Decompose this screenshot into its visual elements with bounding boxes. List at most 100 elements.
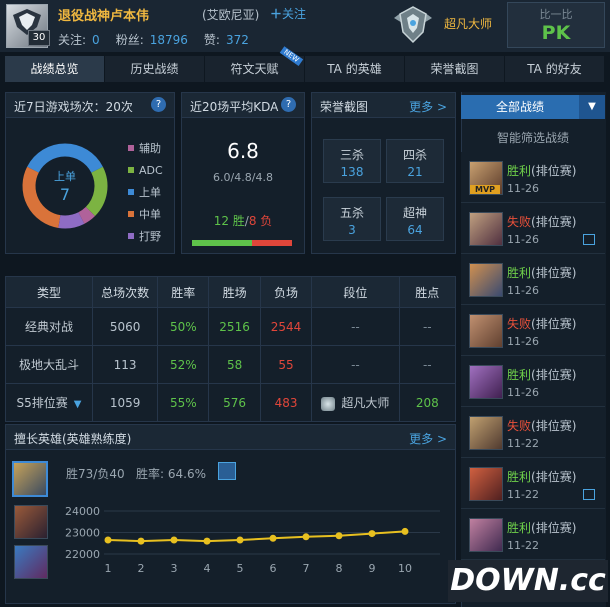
legend-label: 打野: [139, 229, 161, 243]
panel-header: 荣誉截图 更多 >: [312, 93, 455, 118]
honor-value: 138: [340, 165, 364, 179]
legend-swatch: [128, 167, 134, 173]
stat-label: 赞:: [203, 33, 220, 47]
x-tick-label: 9: [369, 562, 376, 575]
legend-label: 中单: [139, 208, 161, 221]
column-header: 段位: [311, 276, 400, 308]
match-item[interactable]: 胜利(排位赛) 11-22: [461, 458, 605, 509]
match-item[interactable]: 胜利(排位赛) 11-26: [461, 356, 605, 407]
cell-text: 超凡大师: [341, 396, 390, 410]
match-result-line: 胜利(排位赛): [507, 468, 576, 485]
cell-text: 1059: [109, 395, 141, 410]
legend-label: 辅助: [139, 141, 161, 155]
win-count: 12 胜: [213, 214, 245, 228]
more-link[interactable]: 更多 >: [409, 432, 447, 446]
donut-segment: [22, 166, 61, 228]
honor-item[interactable]: 超神 64: [386, 197, 444, 241]
match-result-line: 胜利(排位赛): [507, 366, 576, 383]
table-cell: 483: [259, 383, 313, 422]
help-icon[interactable]: ?: [151, 97, 166, 112]
pk-button[interactable]: PK: [541, 22, 571, 44]
match-date: 11-22: [507, 539, 539, 552]
cell-text: 5060: [109, 319, 141, 334]
honor-item[interactable]: 三杀 138: [323, 139, 381, 183]
help-icon[interactable]: ?: [281, 97, 296, 112]
match-date: 11-26: [507, 335, 539, 348]
games-panel: 近7日游戏场次：20次?: [5, 92, 175, 254]
match-item[interactable]: 失败(排位赛) 11-26: [461, 305, 605, 356]
filter-button[interactable]: 全部战绩: [461, 95, 579, 119]
watermark: DOWN.cc: [448, 560, 608, 602]
panel-header: 擅长英雄(英雄熟练度) 更多 >: [6, 425, 455, 450]
match-item[interactable]: 失败(排位赛) 11-22: [461, 407, 605, 458]
cell-text: 483: [274, 395, 298, 410]
table-cell: 113: [91, 345, 159, 384]
table-cell: S5排位赛 ▼: [5, 383, 93, 422]
cell-text: 经典对战: [24, 320, 73, 334]
honor-item[interactable]: 五杀 3: [323, 197, 381, 241]
match-item[interactable]: MVP 胜利(排位赛) 11-26: [461, 152, 605, 203]
server: (艾欧尼亚): [202, 8, 260, 22]
cell-text: S5排位赛: [16, 396, 68, 410]
loss-count: 8 负: [248, 214, 273, 228]
donut-segment: [27, 143, 103, 173]
column-header: 胜点: [398, 276, 457, 308]
match-result: 失败: [507, 419, 532, 433]
hero-icon[interactable]: [12, 461, 48, 497]
hero-icon[interactable]: [14, 545, 48, 579]
hero-portrait: [469, 518, 503, 552]
screenshot-icon[interactable]: [583, 489, 595, 500]
table-cell: 2544: [259, 307, 313, 346]
cell-text: --: [422, 357, 432, 372]
tab[interactable]: 荣誉截图: [405, 56, 505, 82]
table-row: 极地大乱斗 113 52% 58 55 -- --: [5, 345, 457, 384]
copy-icon[interactable]: [218, 462, 236, 480]
tab[interactable]: TA 的好友: [505, 56, 605, 82]
honor-panel: 荣誉截图 更多 > 三杀 138 四杀 21 五杀 3 超神 64: [311, 92, 456, 254]
cell-text: 576: [223, 395, 247, 410]
match-mode: (排位赛): [531, 521, 577, 535]
tab[interactable]: TA 的英雄: [305, 56, 405, 82]
legend-swatch: [128, 189, 134, 195]
stats: 关注: 0 粉丝: 18796 赞: 372: [58, 31, 265, 48]
tab[interactable]: 战绩总览: [5, 56, 105, 82]
match-mode: (排位赛): [531, 215, 577, 229]
x-tick-label: 1: [105, 562, 112, 575]
match-result-line: 失败(排位赛): [507, 417, 576, 434]
honor-label: 五杀: [339, 206, 364, 220]
more-link[interactable]: 更多 >: [409, 100, 447, 114]
filter-dropdown[interactable]: ▼: [579, 95, 605, 119]
match-item[interactable]: 失败(排位赛) 11-26: [461, 203, 605, 254]
tab[interactable]: 符文天赋: [205, 56, 305, 82]
stat-value: 18796: [149, 33, 188, 47]
cell-text: --: [422, 319, 432, 334]
avatar: [6, 4, 48, 48]
match-result: 失败: [507, 215, 532, 229]
kda-detail: 6.0/4.8/4.8: [213, 171, 273, 184]
match-mode: (排位赛): [531, 470, 577, 484]
match-mode: (排位赛): [531, 266, 577, 280]
honor-item[interactable]: 四杀 21: [386, 139, 444, 183]
y-tick-label: 22000: [65, 548, 100, 561]
follow-button[interactable]: ＋关注: [270, 5, 306, 22]
hero-icon[interactable]: [14, 505, 48, 539]
screenshot-icon[interactable]: [583, 234, 595, 245]
stat-label: 关注:: [58, 33, 87, 47]
cell-text: 2544: [270, 319, 302, 334]
donut-segment: [58, 212, 85, 229]
follow-icon: ＋: [270, 7, 283, 21]
match-mode: (排位赛): [531, 368, 577, 382]
cell-text: 55: [278, 357, 294, 372]
tab[interactable]: 历史战绩: [105, 56, 205, 82]
x-tick-label: 10: [398, 562, 412, 575]
match-result-line: 胜利(排位赛): [507, 519, 576, 536]
match-item[interactable]: 胜利(排位赛) 11-22: [461, 509, 605, 560]
x-tick-label: 8: [336, 562, 343, 575]
table-cell: 52%: [157, 345, 210, 384]
match-item[interactable]: 胜利(排位赛) 11-26: [461, 254, 605, 305]
x-tick-label: 6: [270, 562, 277, 575]
row-dropdown[interactable]: ▼: [73, 399, 82, 410]
match-date: 11-22: [507, 488, 539, 501]
table-cell: --: [398, 345, 457, 384]
